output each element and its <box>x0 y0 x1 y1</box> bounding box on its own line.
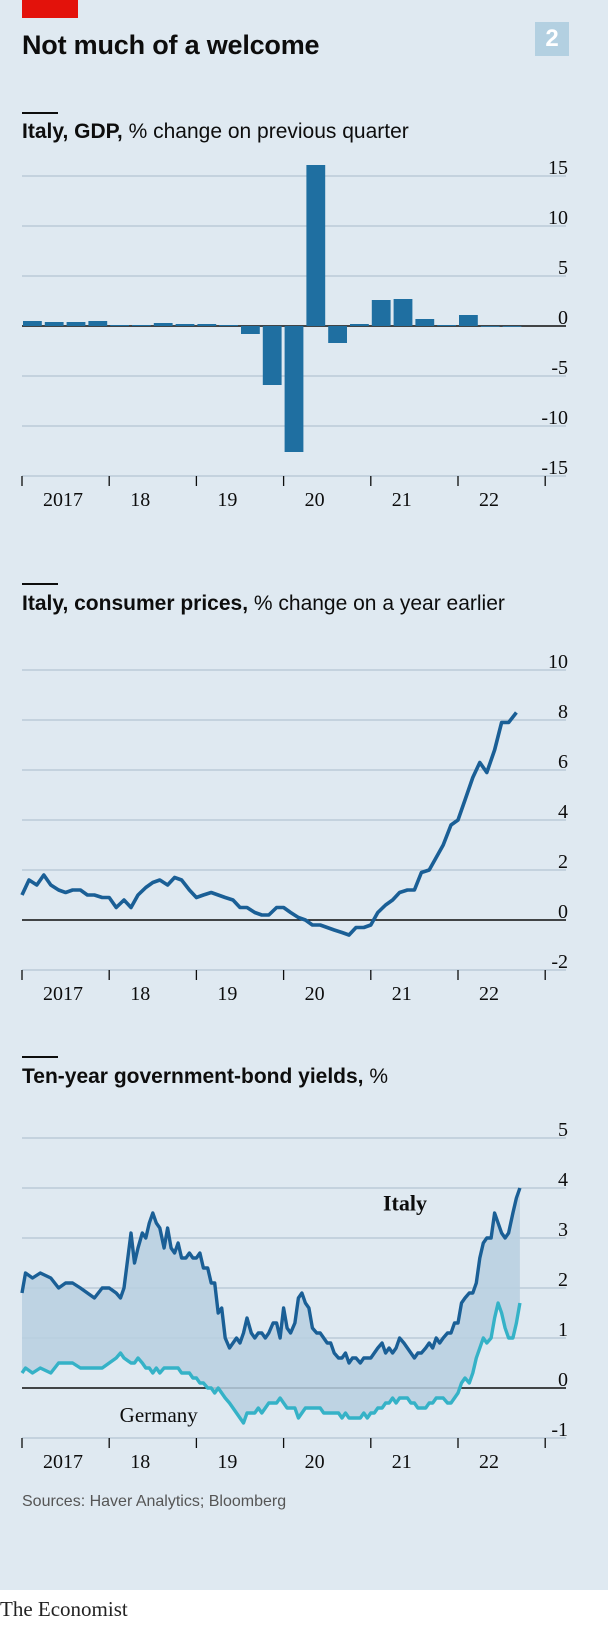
gdp-bar <box>262 326 282 385</box>
x-tick-label: 2017 <box>43 489 83 511</box>
y-tick-label: 2 <box>558 1269 568 1291</box>
y-tick-label: 3 <box>558 1219 568 1241</box>
chart1-title-rule <box>22 112 58 114</box>
gdp-bar <box>284 326 304 452</box>
gdp-bar <box>480 326 500 327</box>
x-tick-label: 20 <box>305 983 325 1005</box>
gdp-bar <box>350 324 369 326</box>
source-note: Sources: Haver Analytics; Bloomberg <box>22 1493 287 1510</box>
y-tick-label: 0 <box>558 307 568 329</box>
germany-series-line <box>20 1301 522 1425</box>
gdp-bar <box>371 300 391 326</box>
chart2-title: Italy, consumer prices, % change on a ye… <box>22 592 505 616</box>
x-tick-label: 2017 <box>43 983 83 1005</box>
spread-area <box>22 1188 520 1423</box>
gdp-bar <box>88 321 108 326</box>
cpi-series-line <box>20 711 518 937</box>
chart1-title-bold: Italy, GDP, <box>22 120 123 143</box>
x-tick-label: 18 <box>130 1451 150 1473</box>
x-tick-label: 2017 <box>43 1451 83 1473</box>
y-tick-label: -1 <box>551 1419 568 1441</box>
red-tab-marker <box>22 0 78 18</box>
x-tick-label: 21 <box>392 489 412 511</box>
gdp-bar-chart: 15 10 5 0 -5 -10 -15 2017 18 19 20 21 22 <box>21 157 568 511</box>
gdp-bar <box>132 325 151 326</box>
y-tick-label: 0 <box>558 901 568 923</box>
gdp-bar <box>197 324 217 326</box>
y-tick-label: 4 <box>558 801 568 823</box>
gdp-bar <box>23 321 42 326</box>
page-title: Not much of a welcome <box>22 30 320 60</box>
x-tick-label: 20 <box>305 1451 325 1473</box>
y-tick-label: -5 <box>551 357 568 379</box>
gdp-bar <box>241 326 260 334</box>
y-tick-label: 4 <box>558 1169 568 1191</box>
gdp-bar <box>415 319 435 326</box>
chart1-title: Italy, GDP, % change on previous quarter <box>22 120 409 144</box>
chart3-title-rest: % <box>369 1065 389 1088</box>
x-tick-label: 18 <box>130 489 150 511</box>
chart2-title-rest: % change on a year earlier <box>253 592 505 615</box>
gdp-bar <box>459 315 478 326</box>
y-tick-label: 2 <box>558 851 568 873</box>
gdp-bar <box>328 326 347 343</box>
gdp-bar <box>502 326 522 327</box>
italy-annotation: Italy <box>383 1191 427 1216</box>
y-tick-label: 1 <box>558 1319 568 1341</box>
y-tick-label: 6 <box>558 751 568 773</box>
chart3-title-bold: Ten-year government-bond yields, <box>22 1065 364 1088</box>
y-tick-label: -10 <box>541 407 568 429</box>
x-tick-label: 19 <box>217 983 237 1005</box>
gdp-bar <box>437 325 456 326</box>
gdp-bar <box>153 323 173 326</box>
x-tick-label: 19 <box>217 489 237 511</box>
x-tick-label: 22 <box>479 1451 499 1473</box>
chart3-title-rule <box>22 1056 58 1058</box>
italy-series-line <box>20 1187 522 1365</box>
y-tick-label: 10 <box>548 651 568 673</box>
chart2-title-rule <box>22 583 58 585</box>
gdp-bar <box>175 324 195 326</box>
chart2-title-bold: Italy, consumer prices, <box>22 592 249 615</box>
x-tick-label: 22 <box>479 983 499 1005</box>
chart3-title: Ten-year government-bond yields, % <box>22 1065 388 1089</box>
gdp-bar <box>66 322 86 326</box>
gdp-bar <box>393 299 413 326</box>
x-tick-label: 19 <box>217 1451 237 1473</box>
chart1-title-rest: % change on previous quarter <box>128 120 409 143</box>
gdp-bar <box>219 325 238 326</box>
y-tick-label: 5 <box>558 1119 568 1141</box>
y-tick-label: 5 <box>558 257 568 279</box>
x-tick-label: 18 <box>130 983 150 1005</box>
gdp-bar <box>306 165 326 326</box>
gdp-bar <box>44 322 64 326</box>
x-tick-label: 22 <box>479 489 499 511</box>
y-tick-label: 0 <box>558 1369 568 1391</box>
x-tick-label: 21 <box>392 1451 412 1473</box>
chart-number-badge: 2 <box>535 22 569 56</box>
y-tick-label: 15 <box>548 157 568 179</box>
y-tick-label: 8 <box>558 701 568 723</box>
gdp-bar <box>110 325 129 326</box>
y-tick-label: 10 <box>548 207 568 229</box>
y-tick-label: -2 <box>551 951 568 973</box>
x-tick-label: 20 <box>305 489 325 511</box>
y-tick-label: -15 <box>541 457 568 479</box>
x-tick-label: 21 <box>392 983 412 1005</box>
brand-logo-text: The Economist <box>0 1597 128 1621</box>
germany-annotation: Germany <box>120 1403 199 1427</box>
